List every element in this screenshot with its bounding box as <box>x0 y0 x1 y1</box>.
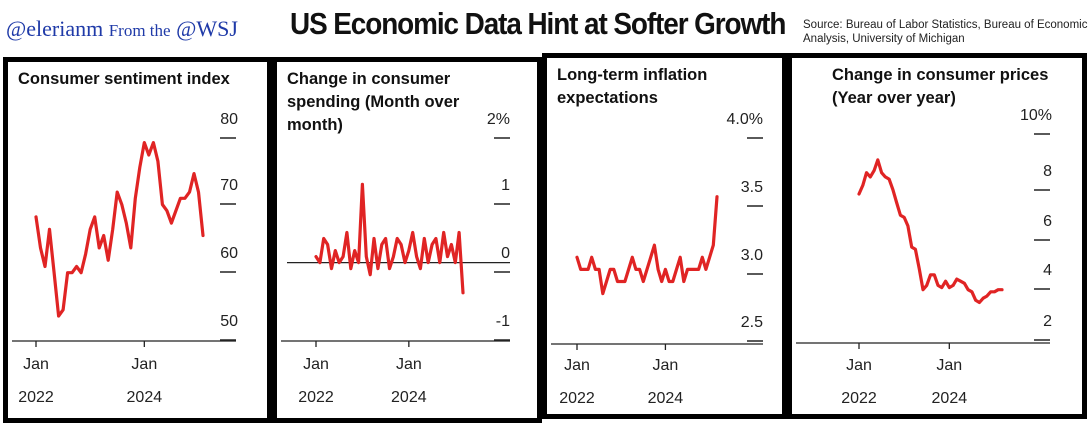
panel-title: Consumer sentiment index <box>18 70 230 88</box>
chart-inflation-expectations: 4.0% 3.5 3.0 2.5 Jan 2022 Jan 2024 <box>551 111 763 407</box>
y-tick-label: 70 <box>220 177 238 194</box>
x-tick-year-label: 2024 <box>648 390 684 407</box>
panel-inflation-expectations: Long-term inflation expectations 4.0% 3.5… <box>542 53 787 419</box>
x-tick-label: Jan <box>396 356 422 373</box>
y-tick-label: 80 <box>220 111 238 128</box>
y-tick-label: 3.5 <box>741 179 763 196</box>
x-tick-label: Jan <box>23 356 49 373</box>
x-tick-label: Jan <box>303 356 329 373</box>
source-note: Source: Bureau of Labor Statistics, Bure… <box>803 19 1088 45</box>
y-tick-label: 4.0% <box>727 111 763 128</box>
x-tick-year-label: 2022 <box>298 389 334 406</box>
x-tick-year-label: 2024 <box>391 389 427 406</box>
x-tick-label: Jan <box>564 357 590 374</box>
y-tick-label: 1 <box>501 177 510 194</box>
y-tick-label: 2% <box>487 111 510 128</box>
panel-title: Change in consumer spending (Month over … <box>287 70 460 134</box>
headline: US Economic Data Hint at Softer Growth <box>290 6 786 41</box>
y-tick-label: 6 <box>1043 213 1052 230</box>
chart-consumer-spending: 2% 1 0 -1 Jan 2022 Jan 2024 <box>281 111 510 406</box>
x-tick-year-label: 2022 <box>841 390 877 407</box>
x-tick-label: Jan <box>653 357 679 374</box>
x-tick-year-label: 2024 <box>932 390 968 407</box>
panel-consumer-sentiment: Consumer sentiment index 80 70 60 50 Jan 2022… <box>3 57 272 423</box>
series-line <box>314 182 465 295</box>
from-text: From the <box>108 21 171 40</box>
y-tick-label: 10% <box>1020 107 1052 124</box>
panel-consumer-spending: Change in consumer spending (Month over … <box>272 57 542 423</box>
handle-text[interactable]: @elerianm <box>6 16 104 41</box>
y-tick-label: -1 <box>496 313 510 330</box>
series-line <box>575 195 719 296</box>
y-tick-label: 3.0 <box>741 247 763 264</box>
author-handle: @elerianm From the @WSJ <box>6 16 238 42</box>
x-tick-year-label: 2022 <box>559 390 595 407</box>
x-tick-year-label: 2022 <box>18 389 54 406</box>
panel-consumer-prices: Change in consumer prices (Year over yea… <box>787 53 1087 419</box>
y-tick-label: 50 <box>220 313 238 330</box>
y-tick-label: 2 <box>1043 313 1052 330</box>
panel-title: Long-term inflation expectations <box>557 66 708 107</box>
outlet-text[interactable]: @WSJ <box>176 16 238 41</box>
y-tick-label: 8 <box>1043 163 1052 180</box>
x-tick-label: Jan <box>846 357 872 374</box>
x-tick-year-label: 2024 <box>127 389 163 406</box>
y-tick-label: 2.5 <box>741 314 763 331</box>
series-line <box>857 158 1004 305</box>
y-tick-label: 60 <box>220 245 238 262</box>
chart-consumer-sentiment: 80 70 60 50 Jan 2022 Jan 2024 <box>12 111 238 406</box>
x-tick-label: Jan <box>131 356 157 373</box>
y-tick-label: 4 <box>1043 262 1052 279</box>
panel-title: Change in consumer prices (Year over yea… <box>832 66 1049 107</box>
series-line <box>34 140 205 318</box>
x-tick-label: Jan <box>936 357 962 374</box>
chart-consumer-prices: 10% 8 6 4 2 Jan 2022 Jan 2024 <box>796 107 1052 407</box>
y-tick-label: 0 <box>501 245 510 262</box>
